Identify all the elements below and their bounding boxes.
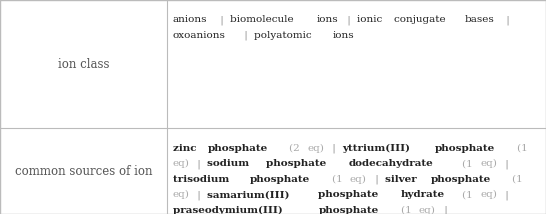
Text: eq): eq) (480, 159, 497, 168)
Text: trisodium: trisodium (173, 175, 233, 184)
Text: |: | (502, 190, 512, 200)
Text: phosphate: phosphate (319, 206, 379, 214)
Text: samarium(III): samarium(III) (207, 190, 294, 199)
Text: dodecahydrate: dodecahydrate (349, 159, 434, 168)
Text: phosphate: phosphate (435, 144, 495, 153)
Text: eq): eq) (173, 159, 189, 168)
Text: sodium: sodium (207, 159, 253, 168)
Text: (1: (1 (512, 175, 526, 184)
Text: (1: (1 (332, 175, 346, 184)
Text: (2: (2 (289, 144, 304, 153)
Text: |: | (372, 175, 382, 184)
Text: |: | (502, 159, 512, 169)
Text: oxoanions: oxoanions (173, 31, 225, 40)
Text: polyatomic: polyatomic (254, 31, 314, 40)
Text: silver: silver (384, 175, 420, 184)
Text: ionic: ionic (358, 15, 386, 24)
Text: ions: ions (333, 31, 354, 40)
Text: phosphate: phosphate (207, 144, 268, 153)
Text: hydrate: hydrate (401, 190, 445, 199)
Text: eq): eq) (173, 190, 189, 199)
Text: (1: (1 (462, 159, 476, 168)
Text: phosphate: phosphate (430, 175, 490, 184)
Text: |: | (241, 31, 251, 40)
Text: ions: ions (316, 15, 338, 24)
Text: (1: (1 (401, 206, 415, 214)
Text: anions: anions (173, 15, 207, 24)
Text: (1: (1 (462, 190, 476, 199)
Text: |: | (194, 190, 204, 200)
Text: |: | (217, 15, 227, 25)
Text: |: | (329, 144, 340, 153)
Text: phosphate: phosphate (250, 175, 310, 184)
Text: eq): eq) (480, 190, 497, 199)
Text: ion class: ion class (57, 58, 109, 71)
Text: bases: bases (465, 15, 495, 24)
Text: phosphate: phosphate (318, 190, 382, 199)
Text: |: | (345, 15, 354, 25)
Text: yttrium(III): yttrium(III) (342, 144, 414, 153)
Text: eq): eq) (307, 144, 324, 153)
Text: common sources of ion: common sources of ion (15, 165, 152, 178)
Text: |: | (503, 15, 513, 25)
Text: conjugate: conjugate (394, 15, 449, 24)
Text: |: | (441, 206, 450, 214)
Text: eq): eq) (419, 206, 436, 214)
Text: phosphate: phosphate (266, 159, 330, 168)
Text: biomolecule: biomolecule (230, 15, 297, 24)
Text: praseodymium(III): praseodymium(III) (173, 206, 286, 214)
Text: |: | (194, 159, 204, 169)
Text: (1: (1 (517, 144, 531, 153)
Text: zinc: zinc (173, 144, 200, 153)
Text: eq): eq) (350, 175, 367, 184)
